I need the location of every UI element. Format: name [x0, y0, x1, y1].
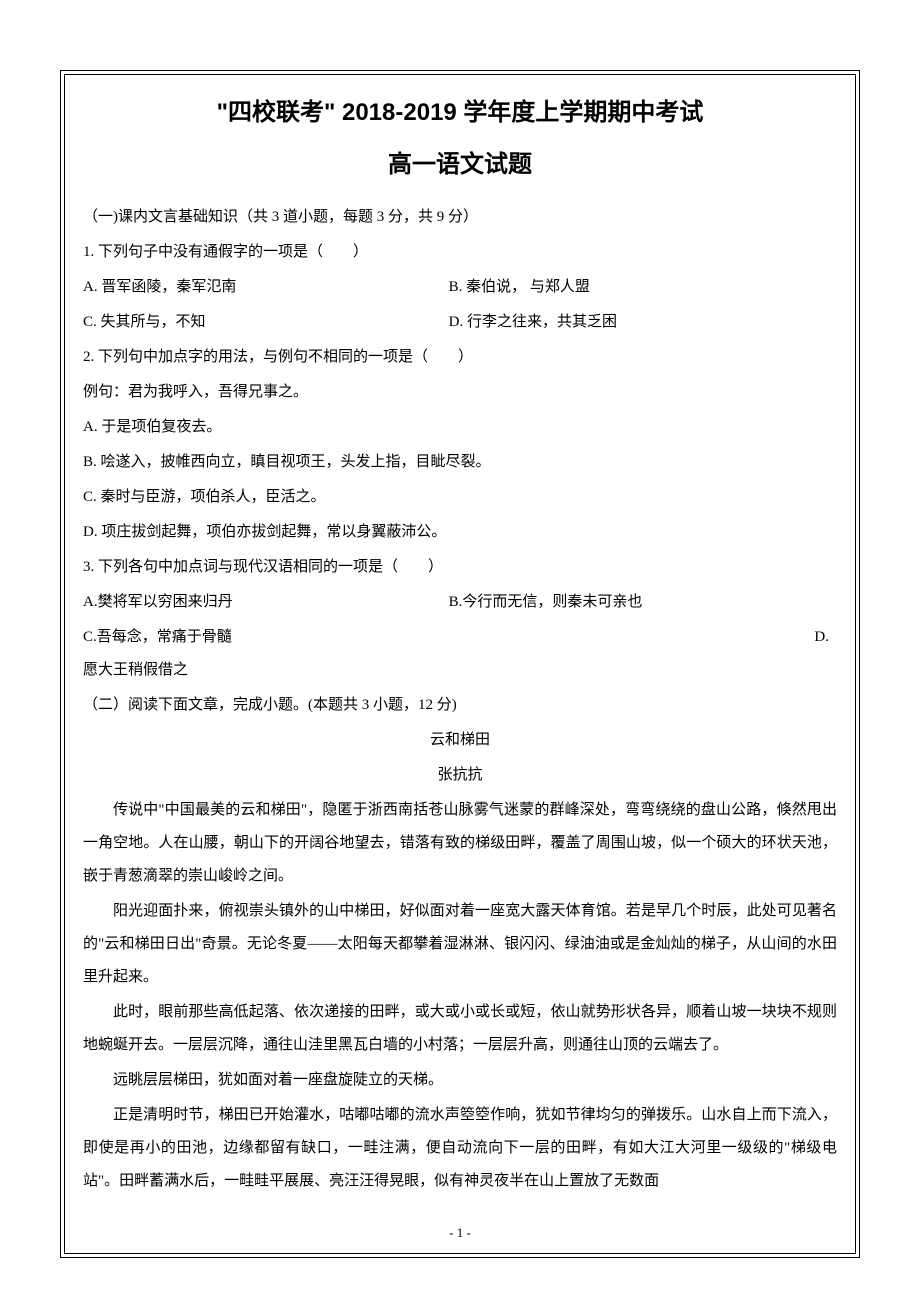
question-3-options-row2: C.吾每念，常痛于骨髓 D.愿大王稍假借之	[83, 621, 837, 687]
article-paragraph-1: 传说中"中国最美的云和梯田"，隐匿于浙西南括苍山脉雾气迷蒙的群峰深处，弯弯绕绕的…	[83, 794, 837, 893]
question-2-stem: 2. 下列句中加点字的用法，与例句不相同的一项是（ ）	[83, 341, 837, 374]
section-2-header: （二）阅读下面文章，完成小题。(本题共 3 小题，12 分)	[83, 689, 837, 722]
article-paragraph-3: 此时，眼前那些高低起落、依次递接的田畔，或大或小或长或短，依山就势形状各异，顺着…	[83, 996, 837, 1062]
q3-option-c: C.吾每念，常痛于骨髓	[83, 621, 445, 654]
inner-border: "四校联考" 2018-2019 学年度上学期期中考试 高一语文试题 （一)课内…	[64, 74, 856, 1254]
question-1-options-row2: C. 失其所与，不知 D. 行李之往来，共其乏困	[83, 306, 837, 339]
exam-title-main: "四校联考" 2018-2019 学年度上学期期中考试	[83, 95, 837, 131]
q3-option-a: A.樊将军以穷困来归丹	[83, 586, 445, 619]
exam-title-sub: 高一语文试题	[83, 147, 837, 183]
marker-icon	[449, 634, 811, 642]
question-1-stem: 1. 下列句子中没有通假字的一项是（ ）	[83, 236, 837, 269]
q2-option-c: C. 秦时与臣游，项伯杀人，臣活之。	[83, 481, 837, 514]
article-title: 云和梯田	[83, 724, 837, 757]
question-1-options-row1: A. 晋军函陵，秦军氾南 B. 秦伯说， 与郑人盟	[83, 271, 837, 304]
q1-option-a: A. 晋军函陵，秦军氾南	[83, 271, 445, 304]
question-3-stem: 3. 下列各句中加点词与现代汉语相同的一项是（ ）	[83, 551, 837, 584]
article-paragraph-5: 正是清明时节，梯田已开始灌水，咕嘟咕嘟的流水声箜箜作响，犹如节律均匀的弹拨乐。山…	[83, 1099, 837, 1198]
question-2-example: 例句：君为我呼入，吾得兄事之。	[83, 376, 837, 409]
q1-option-d: D. 行李之往来，共其乏困	[449, 314, 617, 330]
q3-option-b: B.今行而无信，则秦未可亲也	[449, 594, 643, 610]
article-author: 张抗抗	[83, 759, 837, 792]
q1-option-b: B. 秦伯说， 与郑人盟	[449, 279, 590, 295]
outer-border: "四校联考" 2018-2019 学年度上学期期中考试 高一语文试题 （一)课内…	[60, 70, 860, 1258]
q2-option-b: B. 哙遂入，披帷西向立，瞋目视项王，头发上指，目眦尽裂。	[83, 446, 837, 479]
article-paragraph-2: 阳光迎面扑来，俯视崇头镇外的山中梯田，好似面对着一座宽大露天体育馆。若是早几个时…	[83, 895, 837, 994]
q1-option-c: C. 失其所与，不知	[83, 306, 445, 339]
q2-option-d: D. 项庄拔剑起舞，项伯亦拔剑起舞，常以身翼蔽沛公。	[83, 516, 837, 549]
exam-page: "四校联考" 2018-2019 学年度上学期期中考试 高一语文试题 （一)课内…	[0, 0, 920, 1302]
q2-option-a: A. 于是项伯复夜去。	[83, 411, 837, 444]
article-paragraph-4: 远眺层层梯田，犹如面对着一座盘旋陡立的天梯。	[83, 1064, 837, 1097]
question-3-options-row1: A.樊将军以穷困来归丹 B.今行而无信，则秦未可亲也	[83, 586, 837, 619]
section-1-header: （一)课内文言基础知识（共 3 道小题，每题 3 分，共 9 分）	[83, 201, 837, 234]
page-number: - 1 -	[65, 1225, 855, 1241]
